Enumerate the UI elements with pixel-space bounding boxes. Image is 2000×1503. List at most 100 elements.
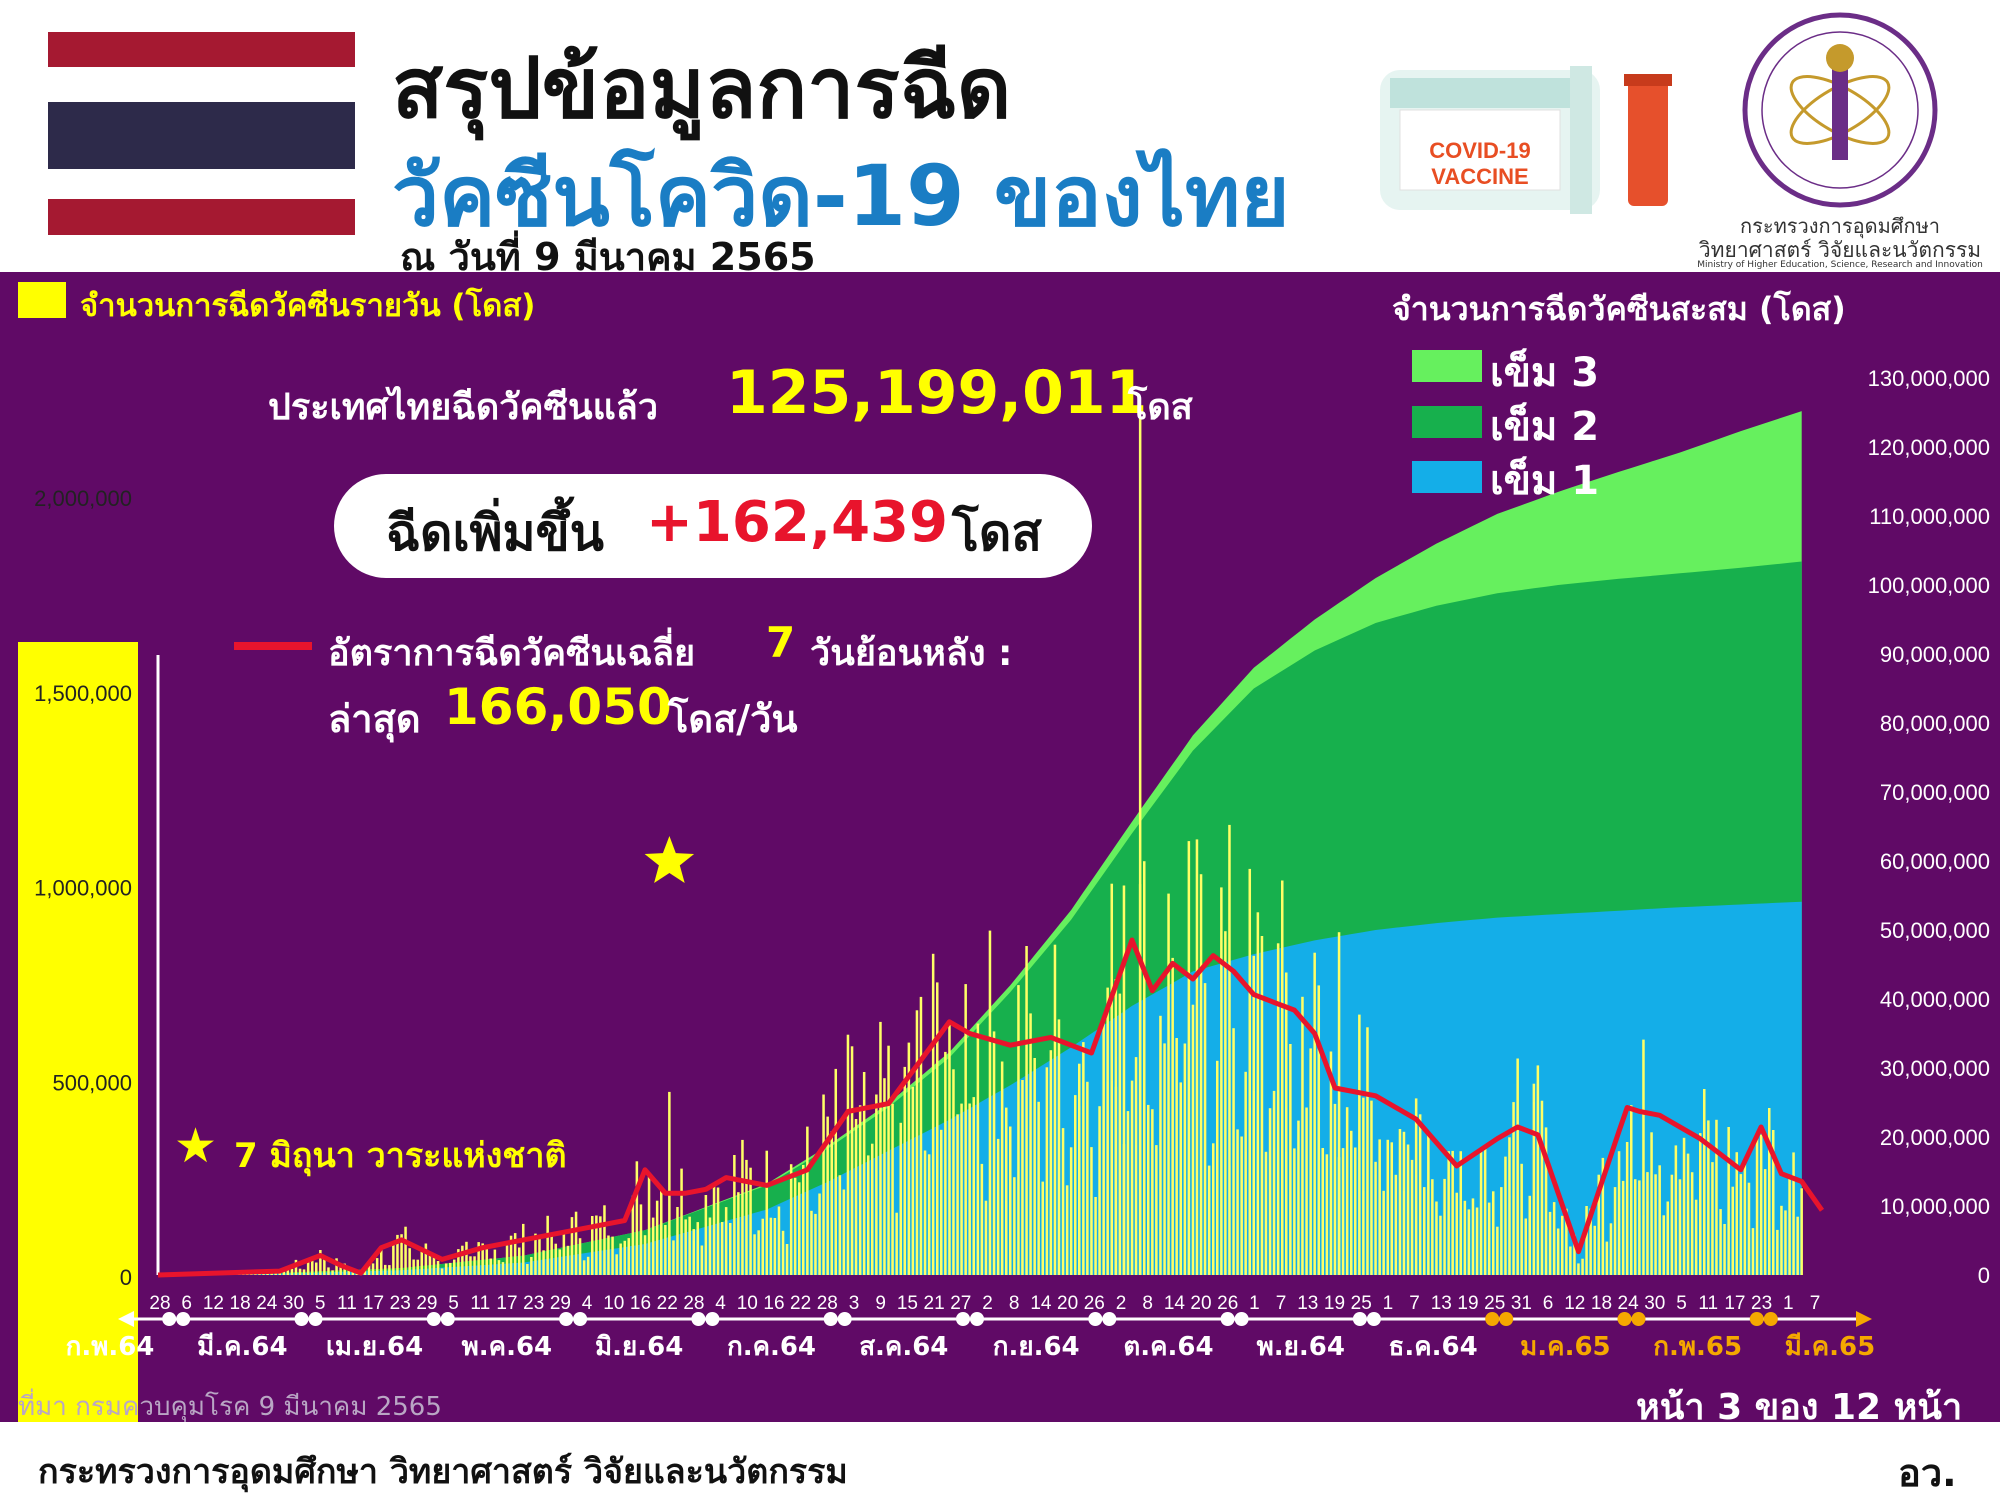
daily-bar [1439, 1216, 1442, 1275]
daily-bar [1070, 1147, 1073, 1275]
daily-bar [701, 1246, 704, 1276]
daily-bar [1013, 1177, 1016, 1275]
daily-bar [883, 1078, 886, 1275]
daily-bar [1188, 841, 1191, 1275]
x-day-label: 27 [950, 1293, 971, 1314]
daily-bar [1350, 1131, 1353, 1275]
total-value: 125,199,011 [726, 358, 1147, 428]
total-label: ประเทศไทยฉีดวัคซีนแล้ว [268, 378, 658, 435]
daily-bar [1451, 1151, 1454, 1275]
left-tick-label: 1,500,000 [34, 681, 132, 706]
daily-bar [1208, 1166, 1211, 1275]
daily-bar [790, 1164, 793, 1275]
x-day-label: 1 [1249, 1293, 1260, 1314]
daily-bar [1472, 1198, 1475, 1275]
x-axis-dot-icon [1618, 1312, 1632, 1326]
daily-bar [676, 1207, 679, 1275]
daily-bar [1630, 1105, 1633, 1275]
x-day-label: 23 [1751, 1293, 1772, 1314]
star-annotation: 7 มิถุนา วาระแห่งชาติ [234, 1128, 567, 1182]
x-day-label: 19 [1324, 1293, 1345, 1314]
daily-bar [648, 1173, 651, 1275]
daily-bar [384, 1265, 387, 1275]
daily-bar [1127, 1111, 1130, 1275]
daily-bar [1675, 1145, 1678, 1275]
daily-bar [1727, 1127, 1730, 1275]
daily-bar [1784, 1210, 1787, 1275]
daily-bar [587, 1257, 590, 1275]
daily-bar [1581, 1259, 1584, 1275]
daily-bar [1488, 1203, 1491, 1275]
daily-bar [1788, 1179, 1791, 1275]
daily-bar [1447, 1151, 1450, 1275]
daily-bar [1618, 1151, 1621, 1275]
x-axis-dot-icon [1088, 1312, 1102, 1326]
daily-bar [636, 1161, 639, 1275]
daily-bar [1228, 825, 1231, 1275]
daily-bar [814, 1214, 817, 1275]
daily-bar [1476, 1208, 1479, 1276]
daily-bar [437, 1261, 440, 1275]
x-axis-dot-icon [1632, 1312, 1646, 1326]
daily-bar [1281, 881, 1284, 1276]
daily-bar [1115, 979, 1118, 1275]
daily-bar [1732, 1187, 1735, 1275]
daily-bar [729, 1223, 732, 1275]
daily-bar [1654, 1174, 1657, 1275]
daily-bar [1098, 1106, 1101, 1275]
daily-bar [291, 1269, 294, 1275]
x-day-label: 24 [1618, 1293, 1640, 1314]
daily-bar [1346, 1107, 1349, 1275]
daily-bar [1569, 1247, 1572, 1276]
daily-bar [498, 1260, 501, 1275]
x-day-label: 26 [1084, 1293, 1105, 1314]
x-day-label: 28 [683, 1293, 704, 1314]
daily-bar [737, 1192, 740, 1275]
daily-bar [1297, 1121, 1300, 1275]
daily-bar [538, 1238, 541, 1275]
x-day-label: 11 [470, 1293, 490, 1314]
daily-bar [1139, 418, 1142, 1275]
daily-bar [1204, 983, 1207, 1275]
left-tick-label: 2,000,000 [34, 486, 132, 511]
daily-bar [1525, 1219, 1528, 1276]
daily-bar [518, 1248, 521, 1276]
x-day-label: 8 [1142, 1293, 1153, 1314]
daily-bar [449, 1263, 452, 1275]
daily-bar [920, 997, 923, 1275]
right-tick-label: 90,000,000 [1880, 642, 1990, 667]
daily-bar [1480, 1148, 1483, 1275]
x-month-label: ก.พ.64 [66, 1332, 155, 1362]
daily-bar [1695, 1200, 1698, 1275]
daily-bar [705, 1195, 708, 1275]
daily-bar [1074, 1095, 1077, 1275]
daily-bar [1143, 861, 1146, 1275]
x-day-label: 16 [763, 1293, 784, 1314]
daily-bar [680, 1169, 683, 1275]
daily-bar [1760, 1135, 1763, 1275]
avg-days: 7 [766, 618, 795, 667]
daily-bar [1667, 1202, 1670, 1276]
daily-bar [546, 1216, 549, 1275]
x-day-label: 4 [715, 1293, 726, 1314]
daily-bar [1374, 1162, 1377, 1275]
daily-bar [904, 1067, 907, 1275]
daily-bar [672, 1240, 675, 1275]
daily-bar [1001, 1062, 1004, 1276]
daily-bar [1382, 1191, 1385, 1275]
daily-bar [952, 1069, 955, 1275]
daily-bar [1025, 946, 1028, 1275]
daily-bar [1744, 1163, 1747, 1275]
daily-bar [303, 1269, 306, 1275]
x-day-label: 1 [1383, 1293, 1394, 1314]
daily-bar [932, 954, 935, 1275]
daily-bar [900, 1123, 903, 1275]
daily-bar [441, 1268, 444, 1275]
daily-bar [1131, 1081, 1134, 1275]
daily-bar [1687, 1154, 1690, 1275]
avg-label: อัตราการฉีดวัคซีนเฉลี่ย [328, 624, 695, 681]
daily-bar [469, 1256, 472, 1275]
daily-bar [794, 1178, 797, 1275]
